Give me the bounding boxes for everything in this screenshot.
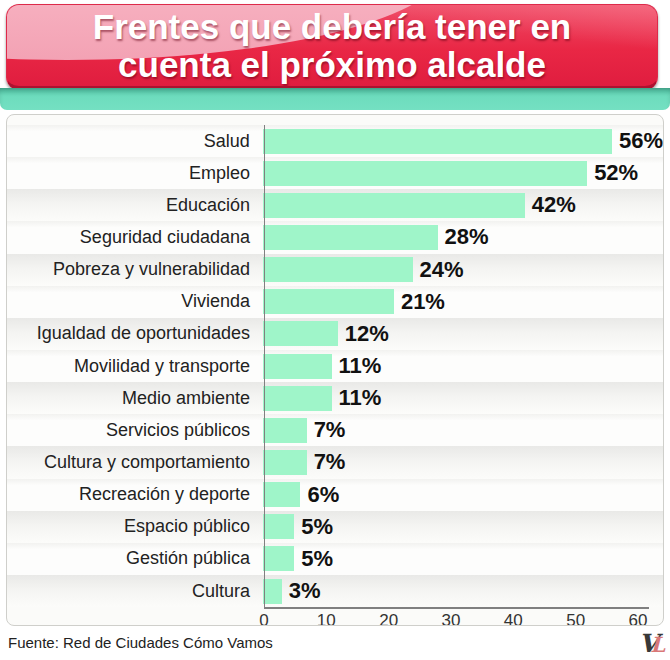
category-label: Movilidad y transporte <box>7 356 263 377</box>
chart-row: Servicios públicos 7% <box>7 414 663 446</box>
chart-row: Espacio público 5% <box>7 511 663 543</box>
chart-row: Igualdad de oportunidades 12% <box>7 318 663 350</box>
value-label: 7% <box>314 449 346 475</box>
bar-rows: Salud 56% Empleo 52% Educación 42% Seguridad c… <box>7 125 663 607</box>
x-tick-label: 50 <box>566 611 585 626</box>
category-label: Cultura <box>7 581 263 602</box>
category-label: Pobreza y vulnerabilidad <box>7 259 263 280</box>
value-label: 3% <box>289 578 321 604</box>
value-label: 11% <box>339 385 382 411</box>
chart-row: Seguridad ciudadana 28% <box>7 221 663 253</box>
chart-row: Cultura y comportamiento 7% <box>7 446 663 478</box>
bar <box>263 386 332 411</box>
chart-panel: Salud 56% Empleo 52% Educación 42% Seguridad c… <box>6 114 664 626</box>
bar <box>263 579 282 604</box>
chart-row: Empleo 52% <box>7 157 663 189</box>
y-axis-line <box>264 125 266 608</box>
value-label: 21% <box>401 289 445 315</box>
category-label: Servicios públicos <box>7 420 263 441</box>
category-label: Salud <box>7 131 263 152</box>
x-tick-label: 60 <box>629 611 648 626</box>
category-label: Gestión pública <box>7 548 263 569</box>
x-tick-label: 10 <box>317 611 336 626</box>
bar <box>263 546 294 571</box>
chart-row: Cultura 3% <box>7 575 663 607</box>
category-label: Igualdad de oportunidades <box>7 323 263 344</box>
category-label: Recreación y deporte <box>7 484 263 505</box>
x-axis-ticks: 0 10 20 30 40 50 60 <box>7 611 663 626</box>
category-label: Medio ambiente <box>7 388 263 409</box>
value-label: 5% <box>301 514 333 540</box>
value-label: 52% <box>594 160 638 186</box>
title-banner: Frentes que debería tener en cuenta el p… <box>6 4 658 90</box>
bar <box>263 354 332 379</box>
x-tick-label: 30 <box>442 611 461 626</box>
bar <box>263 514 294 539</box>
value-label: 12% <box>345 321 389 347</box>
bar <box>263 225 438 250</box>
title-line-2: cuenta el próximo alcalde <box>118 46 546 84</box>
source-text: Fuente: Red de Ciudades Cómo Vamos <box>8 634 273 651</box>
x-tick-label: 20 <box>379 611 398 626</box>
value-label: 11% <box>339 353 382 379</box>
chart-row: Vivienda 21% <box>7 286 663 318</box>
bar <box>263 450 307 475</box>
bar <box>263 129 612 154</box>
chart-row: Educación 42% <box>7 189 663 221</box>
bar <box>263 321 338 346</box>
bar <box>263 289 394 314</box>
chart-row: Movilidad y transporte 11% <box>7 350 663 382</box>
value-label: 42% <box>532 192 576 218</box>
x-tick-label: 40 <box>504 611 523 626</box>
bar <box>263 161 587 186</box>
value-label: 5% <box>301 546 333 572</box>
teal-stripe <box>0 88 670 110</box>
value-label: 24% <box>420 257 464 283</box>
logo-letter-l: L <box>650 632 665 657</box>
chart-row: Gestión pública 5% <box>7 543 663 575</box>
value-label: 28% <box>445 224 489 250</box>
category-label: Vivienda <box>7 291 263 312</box>
x-tick-label: 0 <box>259 611 268 626</box>
category-label: Educación <box>7 195 263 216</box>
category-label: Empleo <box>7 163 263 184</box>
value-label: 56% <box>619 128 663 154</box>
category-label: Cultura y comportamiento <box>7 452 263 473</box>
chart-row: Salud 56% <box>7 125 663 157</box>
bar <box>263 257 413 282</box>
bar <box>263 418 307 443</box>
value-label: 6% <box>307 482 339 508</box>
chart-row: Recreación y deporte 6% <box>7 479 663 511</box>
bar <box>263 193 525 218</box>
bar <box>263 482 300 507</box>
chart-row: Medio ambiente 11% <box>7 382 663 414</box>
brand-logo: VL <box>639 629 665 658</box>
value-label: 7% <box>314 417 346 443</box>
footer: Fuente: Red de Ciudades Cómo Vamos VL <box>0 626 670 660</box>
title-line-1: Frentes que debería tener en <box>93 8 571 46</box>
x-axis-line <box>264 607 649 609</box>
chart-row: Pobreza y vulnerabilidad 24% <box>7 254 663 286</box>
category-label: Espacio público <box>7 516 263 537</box>
category-label: Seguridad ciudadana <box>7 227 263 248</box>
